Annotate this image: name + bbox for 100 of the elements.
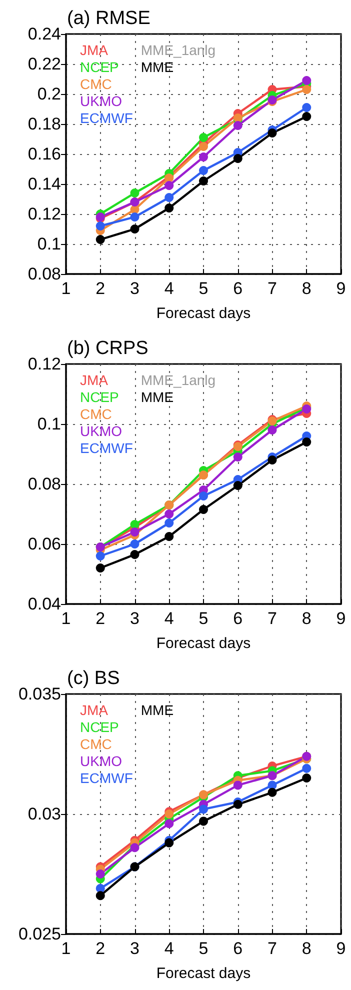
y-tick-label: 0.1 [37, 414, 61, 434]
x-tick-label: 3 [130, 279, 140, 298]
point [268, 456, 277, 464]
point [164, 510, 174, 518]
y-tick-label: 0.04 [28, 594, 61, 614]
text: UKMO [80, 423, 122, 439]
point [302, 438, 312, 446]
text: MME [140, 702, 174, 718]
y-tick-label: 0.1 [37, 234, 61, 254]
point [199, 505, 208, 514]
point [130, 212, 140, 222]
text: ECMWF [80, 770, 133, 786]
point [233, 800, 242, 809]
point [164, 204, 174, 212]
point [96, 870, 105, 878]
point [302, 764, 312, 773]
point [302, 774, 312, 782]
text: ECMWF [80, 440, 133, 456]
point [199, 152, 208, 162]
text: JMA [80, 372, 109, 388]
text: CMC [80, 406, 112, 422]
x-axis-title: Forecast days [156, 305, 251, 322]
point [164, 181, 174, 190]
y-tick-label: 0.14 [28, 174, 61, 194]
point [96, 552, 105, 560]
point [130, 188, 140, 198]
point [233, 481, 242, 490]
x-tick-label: 8 [302, 279, 312, 298]
x-tick-label: 1 [61, 939, 71, 958]
x-tick-label: 1 [61, 279, 71, 298]
point [199, 804, 208, 814]
x-tick-label: 3 [130, 939, 140, 958]
point [130, 550, 140, 559]
point [96, 235, 105, 244]
point [233, 121, 242, 130]
text: JMA [80, 702, 109, 718]
point [96, 564, 105, 572]
point [164, 193, 174, 202]
y-tick-label: 0.08 [28, 474, 61, 494]
x-tick-label: 2 [96, 279, 106, 298]
y-tick-label: 0.2 [37, 84, 61, 104]
x-tick-label: 6 [233, 279, 243, 298]
point [233, 452, 242, 462]
x-tick-label: 5 [198, 609, 208, 628]
x-tick-label: 1 [61, 609, 71, 628]
point [199, 133, 208, 142]
point [302, 103, 312, 112]
point [164, 518, 174, 528]
y-tick-label: 0.16 [28, 144, 61, 164]
text: ECMWF [80, 110, 133, 126]
y-tick-label: 0.12 [28, 204, 61, 224]
legend-label: MME_1anlg [140, 372, 216, 388]
x-tick-label: 8 [302, 939, 312, 958]
point [96, 891, 105, 900]
x-tick-label: 3 [130, 609, 140, 628]
point [199, 166, 208, 175]
text: NCEP [80, 389, 119, 405]
point [130, 540, 140, 548]
point [268, 426, 277, 434]
text: UKMO [80, 753, 122, 769]
x-tick-label: 2 [96, 939, 106, 958]
y-tick-label: 0.03 [28, 804, 61, 824]
text: MME [140, 389, 174, 405]
x-tick-label: 9 [336, 939, 346, 958]
x-tick-label: 9 [336, 609, 346, 628]
y-tick-label: 0.18 [28, 114, 61, 134]
x-axis-title: Forecast days [156, 965, 251, 982]
chart-title: (b) CRPS [67, 338, 148, 359]
point [199, 816, 208, 826]
x-tick-label: 2 [96, 609, 106, 628]
point [96, 222, 105, 230]
point [302, 85, 312, 94]
point [130, 224, 140, 234]
y-tick-label: 0.24 [28, 24, 61, 44]
x-tick-label: 9 [336, 279, 346, 298]
y-tick-label: 0.035 [18, 684, 61, 704]
point [199, 176, 208, 186]
chart-title: (a) RMSE [67, 8, 150, 29]
text: MME [140, 59, 174, 75]
point [268, 788, 277, 797]
x-axis-title: Forecast days [156, 635, 251, 652]
x-tick-label: 6 [233, 939, 243, 958]
point [164, 819, 174, 828]
x-tick-label: 4 [164, 279, 174, 298]
point [302, 76, 312, 85]
point [130, 843, 140, 852]
chart-title: (c) BS [67, 668, 120, 689]
y-tick-label: 0.12 [28, 354, 61, 374]
y-tick-label: 0.22 [28, 54, 61, 74]
y-tick-label: 0.025 [18, 924, 61, 944]
text: NCEP [80, 59, 119, 75]
point [233, 780, 242, 790]
x-tick-label: 7 [268, 609, 277, 628]
y-tick-label: 0.08 [28, 264, 61, 284]
x-tick-label: 7 [268, 939, 277, 958]
point [199, 492, 208, 500]
legend-label: MME_1anlg [140, 42, 216, 58]
point [164, 810, 174, 818]
x-tick-label: 8 [302, 609, 312, 628]
text: CMC [80, 736, 112, 752]
